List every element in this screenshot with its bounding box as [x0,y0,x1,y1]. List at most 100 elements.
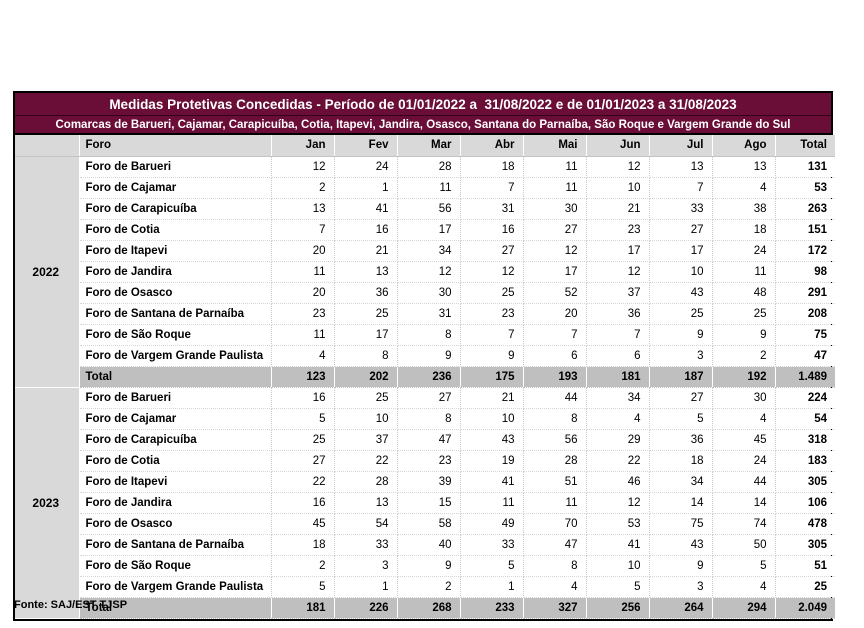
month-value-cell: 10 [460,408,524,430]
foro-name-cell: Foro de Cajamar [79,177,272,199]
total-month-value-cell: 268 [397,597,461,619]
total-label-cell: Total [79,597,272,619]
month-value-cell: 39 [397,471,461,493]
month-value-cell: 4 [271,345,335,367]
table-row: Foro de Osasco 20 36 30 25 52 37 43 48 291 [15,282,835,304]
month-value-cell: 2 [271,555,335,577]
month-value-cell: 14 [649,492,713,514]
row-total-cell: 318 [775,429,835,451]
foro-name-cell: Foro de Jandira [79,261,272,283]
month-value-cell: 10 [334,408,398,430]
total-month-value-cell: 123 [271,366,335,388]
month-value-cell: 27 [649,219,713,241]
month-value-cell: 9 [460,345,524,367]
month-value-cell: 15 [397,492,461,514]
month-value-cell: 34 [649,471,713,493]
total-month-value-cell: 294 [712,597,776,619]
month-value-cell: 45 [712,429,776,451]
month-value-cell: 20 [271,240,335,262]
month-value-cell: 9 [649,324,713,346]
table-row: 2022 Foro de Barueri 12 24 28 18 11 12 13 13 131 [15,156,835,388]
foro-name-cell: Foro de Itapevi [79,471,272,493]
row-total-cell: 25 [775,576,835,598]
month-value-cell: 49 [460,513,524,535]
month-value-cell: 27 [523,219,587,241]
month-value-cell: 23 [586,219,650,241]
month-value-cell: 17 [397,219,461,241]
month-value-cell: 11 [271,261,335,283]
month-value-cell: 13 [712,156,776,178]
month-value-cell: 75 [649,513,713,535]
total-month-value-cell: 193 [523,366,587,388]
foro-name-cell: Foro de Cotia [79,219,272,241]
month-value-cell: 28 [523,450,587,472]
section-total-row: Total 123 202 236 175 193 181 187 192 1.489 [15,366,835,388]
month-value-cell: 12 [523,240,587,262]
total-month-value-cell: 187 [649,366,713,388]
month-value-cell: 11 [523,492,587,514]
month-value-cell: 23 [460,303,524,325]
year-section-2022: 2022 Foro de Barueri 12 24 28 18 11 12 13 13 131 Fo… [15,156,835,388]
month-value-cell: 22 [271,471,335,493]
row-total-cell: 478 [775,513,835,535]
month-value-cell: 21 [460,387,524,409]
month-value-cell: 20 [523,303,587,325]
month-value-cell: 22 [334,450,398,472]
foro-name-cell: Foro de Vargem Grande Paulista [79,576,272,598]
month-value-cell: 5 [271,408,335,430]
month-value-cell: 36 [649,429,713,451]
table-row: Foro de Itapevi 20 21 34 27 12 17 17 24 172 [15,240,835,262]
month-value-cell: 46 [586,471,650,493]
month-value-cell: 70 [523,513,587,535]
foro-name-cell: Foro de Osasco [79,513,272,535]
month-value-cell: 21 [586,198,650,220]
month-value-cell: 18 [271,534,335,556]
total-month-value-cell: 236 [397,366,461,388]
foro-name-cell: Foro de São Roque [79,324,272,346]
month-value-cell: 16 [460,219,524,241]
foro-name-cell: Foro de Carapicuíba [79,198,272,220]
section-total-row: Total 181 226 268 233 327 256 264 294 2.049 [15,597,835,619]
total-month-value-cell: 226 [334,597,398,619]
month-value-cell: 19 [460,450,524,472]
month-value-cell: 7 [586,324,650,346]
month-value-cell: 7 [271,219,335,241]
month-value-cell: 24 [712,450,776,472]
month-value-cell: 51 [523,471,587,493]
month-value-cell: 12 [586,492,650,514]
month-value-cell: 27 [397,387,461,409]
foro-name-cell: Foro de Santana de Parnaíba [79,534,272,556]
table-header: Foro Jan Fev Mar Abr Mai Jun Jul Ago Total [15,135,835,157]
month-value-cell: 3 [649,345,713,367]
month-value-cell: 9 [397,345,461,367]
total-month-value-cell: 181 [271,597,335,619]
month-value-cell: 40 [397,534,461,556]
year-column-header [15,135,80,157]
month-value-cell: 30 [523,198,587,220]
column-header-abr: Abr [460,135,524,157]
row-total-cell: 208 [775,303,835,325]
month-value-cell: 7 [523,324,587,346]
column-header-row: Foro Jan Fev Mar Abr Mai Jun Jul Ago Total [15,135,835,157]
month-value-cell: 11 [523,177,587,199]
row-total-cell: 51 [775,555,835,577]
row-total-cell: 54 [775,408,835,430]
report-title: Medidas Protetivas Concedidas - Período … [15,93,831,116]
table-row: Foro de Osasco 45 54 58 49 70 53 75 74 478 [15,513,835,535]
month-value-cell: 4 [712,177,776,199]
row-total-cell: 224 [775,387,835,409]
month-value-cell: 28 [397,156,461,178]
month-value-cell: 9 [649,555,713,577]
month-value-cell: 3 [334,555,398,577]
month-value-cell: 23 [271,303,335,325]
month-value-cell: 2 [271,177,335,199]
report-table-container: Medidas Protetivas Concedidas - Período … [13,91,835,621]
month-value-cell: 5 [271,576,335,598]
total-month-value-cell: 181 [586,366,650,388]
month-value-cell: 37 [586,282,650,304]
foro-name-cell: Foro de São Roque [79,555,272,577]
table-row: Foro de Cotia 7 16 17 16 27 23 27 18 151 [15,219,835,241]
month-value-cell: 33 [649,198,713,220]
data-table: Foro Jan Fev Mar Abr Mai Jun Jul Ago Total 2022 Fo… [15,135,835,619]
